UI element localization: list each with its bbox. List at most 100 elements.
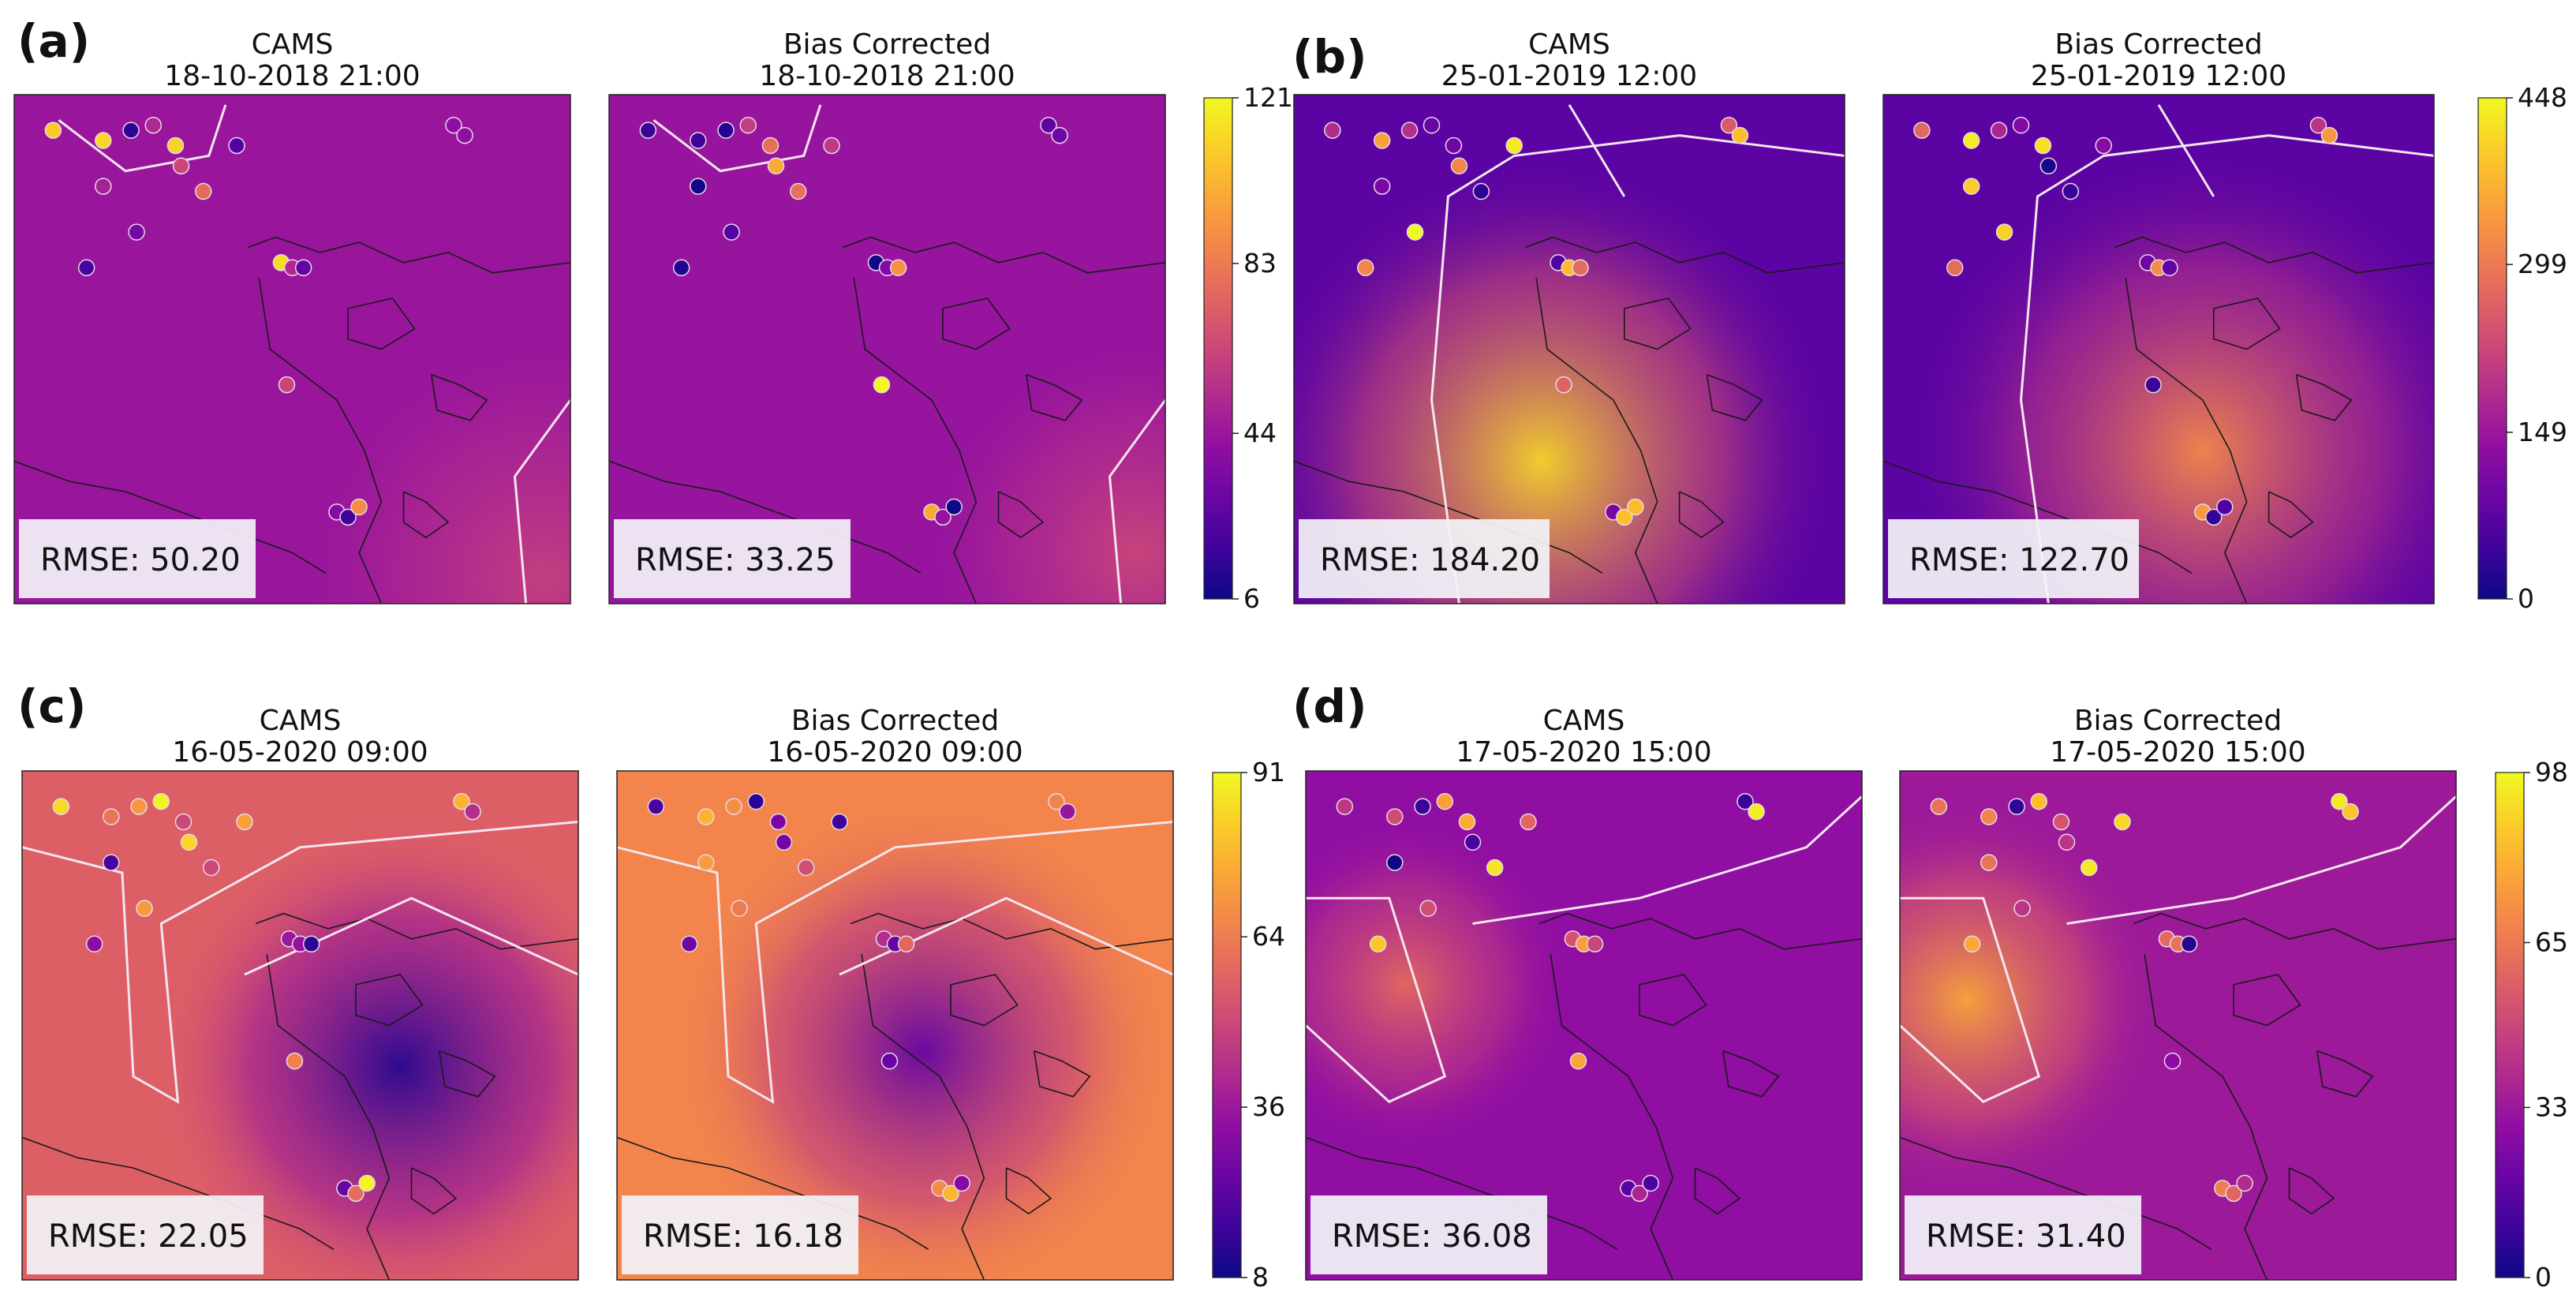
station-marker — [128, 223, 145, 241]
station-marker — [1946, 259, 1964, 277]
map-method-title: Bias Corrected — [783, 28, 991, 61]
station-marker — [1336, 798, 1354, 815]
station-marker — [95, 178, 112, 195]
station-marker — [2331, 792, 2348, 810]
coastline — [1722, 1049, 1780, 1098]
station-marker — [1423, 116, 1441, 134]
coastline — [2288, 1167, 2335, 1215]
field-hotspot — [672, 799, 1173, 1280]
station-marker — [1995, 223, 2013, 241]
station-marker — [823, 137, 840, 155]
colorbar: 0 149 299 448 — [2477, 82, 2567, 614]
panel-label: (d) — [1292, 679, 1367, 733]
coastline — [2114, 236, 2434, 274]
station-marker — [2205, 508, 2223, 526]
coastline — [2144, 954, 2268, 1280]
contour-line — [513, 399, 570, 604]
station-marker — [453, 792, 470, 810]
coastline — [1306, 1136, 1618, 1250]
station-marker — [236, 813, 253, 831]
coastline — [2133, 912, 2456, 950]
station-marker — [1400, 122, 1419, 139]
coastline — [609, 460, 922, 574]
colorbar-tick-label: 33 — [2535, 1091, 2568, 1122]
station-marker — [647, 798, 665, 815]
station-marker — [1627, 498, 1644, 516]
station-marker — [294, 259, 312, 277]
station-marker — [775, 833, 793, 851]
station-marker — [1472, 182, 1490, 200]
station-marker — [1642, 1174, 1659, 1192]
station-marker — [1731, 126, 1749, 144]
map-datetime-title: 18-10-2018 21:00 — [164, 60, 420, 92]
rmse-label: RMSE: 184.20 — [1320, 542, 1540, 578]
station-marker — [1572, 259, 1589, 277]
station-marker — [2216, 498, 2234, 516]
station-marker — [1051, 126, 1068, 144]
station-marker — [2320, 126, 2339, 144]
contour-line — [652, 104, 822, 173]
colorbar: 0 33 65 98 — [2495, 757, 2568, 1293]
station-marker — [166, 137, 185, 155]
coastline — [266, 954, 391, 1280]
station-marker — [456, 126, 473, 144]
contour-line — [1472, 795, 1862, 925]
contour-line — [2066, 795, 2456, 925]
station-marker — [1040, 116, 1057, 134]
station-marker — [152, 792, 170, 810]
station-marker — [1450, 157, 1468, 175]
station-marker — [95, 132, 112, 149]
coastline — [853, 278, 978, 604]
station-marker — [1436, 792, 1453, 810]
station-marker — [1445, 137, 1463, 155]
station-marker — [350, 498, 368, 516]
station-marker — [739, 116, 757, 134]
station-marker — [1048, 792, 1065, 810]
rmse-box — [1888, 519, 2139, 598]
station-marker — [2342, 803, 2359, 821]
station-marker — [464, 803, 481, 821]
station-marker — [2008, 798, 2025, 815]
coastline — [402, 491, 450, 539]
station-marker — [1555, 376, 1572, 394]
colorbar-tick-label: 64 — [1252, 921, 1285, 952]
station-marker — [1373, 178, 1391, 195]
station-marker — [1414, 798, 1431, 815]
station-marker — [2030, 792, 2047, 810]
station-marker — [1386, 808, 1404, 825]
field-hotspot — [1306, 817, 1573, 1153]
station-marker — [897, 935, 915, 953]
colorbar-gradient — [1203, 97, 1233, 600]
station-marker — [180, 833, 198, 851]
station-marker — [136, 900, 153, 917]
station-marker — [2236, 1174, 2253, 1192]
colorbar: 8 36 64 91 — [1212, 757, 1285, 1293]
station-marker — [1962, 132, 1980, 149]
station-marker — [144, 116, 162, 134]
station-marker — [1980, 854, 1998, 871]
colorbar-tick-label: 448 — [2518, 82, 2567, 113]
station-marker — [1720, 116, 1738, 134]
colorbar-gradient — [2495, 772, 2525, 1278]
colorbar-tick-label: 0 — [2535, 1262, 2552, 1293]
station-marker — [789, 182, 807, 200]
coastline — [1694, 1167, 1741, 1215]
station-marker — [194, 182, 212, 200]
coastline — [1706, 373, 1763, 421]
station-marker — [942, 1184, 959, 1203]
colorbar-gradient — [1212, 772, 1242, 1278]
coastline — [617, 1136, 929, 1250]
station-marker — [767, 157, 785, 175]
station-marker — [445, 116, 462, 134]
station-marker — [2114, 813, 2131, 831]
station-marker — [761, 137, 780, 155]
station-marker — [286, 1052, 304, 1070]
station-marker — [1963, 935, 1981, 953]
field-hotspot — [914, 328, 1165, 604]
station-marker — [1406, 223, 1424, 241]
map-method-title: CAMS — [252, 28, 334, 61]
map-frame — [13, 94, 571, 604]
